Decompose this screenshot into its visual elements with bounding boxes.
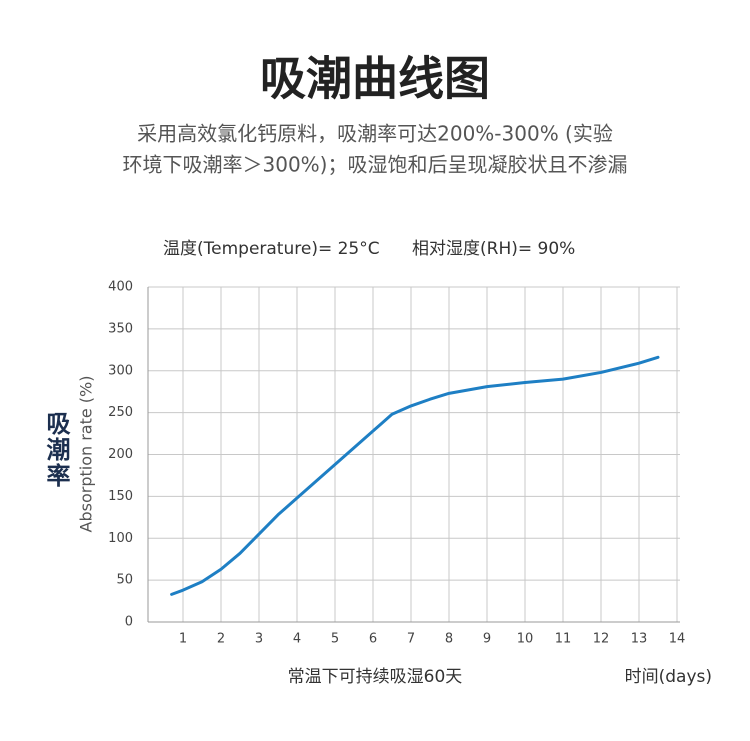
x-tick-label: 4: [293, 632, 301, 647]
y-tick-label: 200: [108, 447, 133, 462]
y-tick-label: 300: [108, 363, 133, 378]
x-tick-label: 3: [255, 632, 263, 647]
y-axis-label: Absorption rate (%): [77, 376, 96, 533]
line-series: [170, 355, 660, 596]
x-tick-label: 1: [179, 632, 187, 647]
x-tick-label: 11: [555, 632, 572, 647]
x-tick-label: 5: [331, 632, 339, 647]
x-note: 常温下可持续吸湿60天: [288, 667, 463, 687]
y-tick-label: 50: [116, 573, 133, 588]
x-tick-label: 12: [593, 632, 610, 647]
condition: 温度(Temperature)= 25°C: [163, 239, 380, 259]
x-tick-label: 14: [669, 632, 686, 647]
y-tick-label: 400: [108, 280, 133, 295]
y-tick-label: 100: [108, 531, 133, 546]
y-tick-label: 0: [125, 615, 133, 630]
x-tick-label: 2: [217, 632, 225, 647]
condition: 相对湿度(RH)= 90%: [412, 239, 575, 259]
subtitle: 环境下吸潮率＞300%)；吸湿饱和后呈现凝胶状且不渗漏: [123, 153, 628, 177]
x-tick-label: 9: [483, 632, 491, 647]
x-tick-label: 7: [407, 632, 415, 647]
x-tick-label: 8: [445, 632, 453, 647]
subtitle: 采用高效氯化钙原料，吸潮率可达200%-300% (实验: [137, 122, 613, 146]
x-tick-label: 13: [631, 632, 648, 647]
y-tick-label: 250: [108, 405, 133, 420]
y-title: 吸潮率: [42, 411, 70, 489]
x-axis-label: 时间(days): [625, 667, 712, 687]
x-tick-label: 10: [517, 632, 534, 647]
y-tick-label: 350: [108, 321, 133, 336]
title: 吸潮曲线图: [260, 52, 490, 106]
y-tick-label: 150: [108, 489, 133, 504]
x-tick-label: 6: [369, 632, 377, 647]
